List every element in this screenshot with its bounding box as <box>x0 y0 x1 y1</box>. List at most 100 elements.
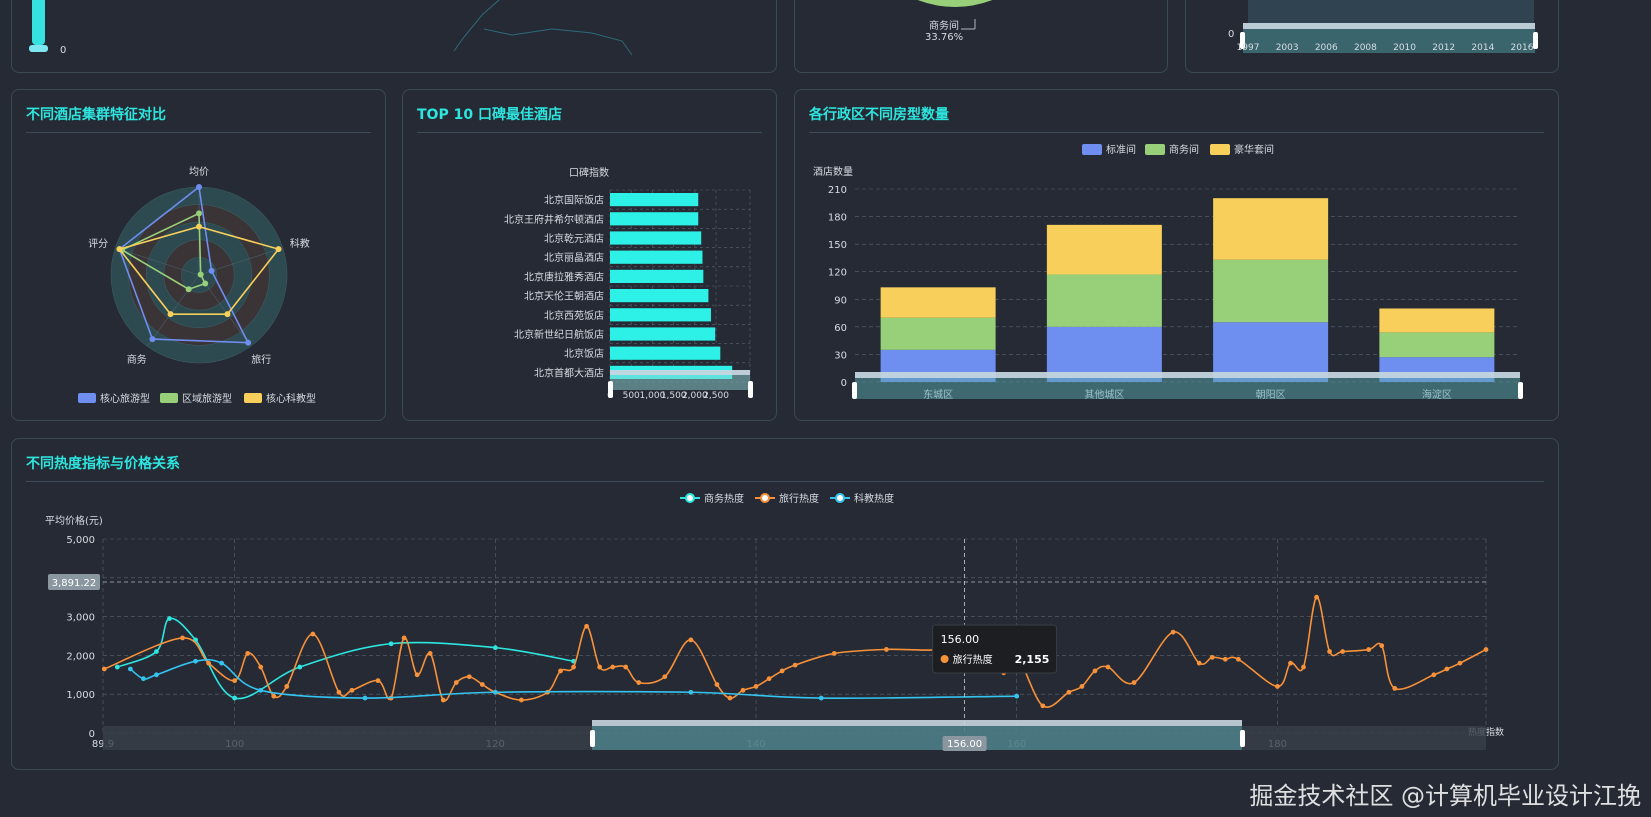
top-map-panel: 0 <box>11 0 777 73</box>
legend-label[interactable]: 科教热度 <box>854 492 894 505</box>
data-point <box>753 684 759 689</box>
top-pie-panel: 商务间 33.76% <box>794 0 1168 73</box>
radar-indicator-label: 商务 <box>127 353 147 366</box>
datazoom-handle-right[interactable] <box>1518 382 1523 399</box>
map-outline <box>453 0 633 56</box>
bar[interactable] <box>610 327 716 341</box>
visual-map-bar[interactable] <box>32 0 45 45</box>
data-point <box>1379 643 1385 649</box>
datazoom-handle-left[interactable] <box>852 382 857 399</box>
datazoom-track[interactable] <box>592 720 1242 726</box>
data-point <box>1340 649 1346 654</box>
stacked-bar-segment[interactable] <box>880 317 996 350</box>
timeline-year-label: 2006 <box>1315 43 1338 53</box>
line-chart: 商务热度旅行热度科教热度平均价格(元)01,0002,0003,0004,000… <box>45 492 1504 751</box>
data-point <box>1288 660 1293 666</box>
data-point <box>688 689 694 695</box>
x-tick-label: 500 <box>623 391 640 401</box>
y-axis-name: 酒店数量 <box>813 165 853 178</box>
radar-point <box>275 246 282 253</box>
bar[interactable] <box>610 231 702 245</box>
timeline-handle-right[interactable] <box>1533 32 1538 49</box>
y-tick-label: 210 <box>828 185 847 196</box>
radar-indicator-label: 科教 <box>290 237 310 250</box>
timeline-y0: 0 <box>1228 29 1234 40</box>
data-point <box>727 695 733 701</box>
data-point <box>1483 647 1489 652</box>
bar[interactable] <box>610 289 709 303</box>
axis-name: 口碑指数 <box>569 166 609 179</box>
data-point <box>1392 685 1398 691</box>
datazoom-handle-right[interactable] <box>748 381 753 398</box>
stacked-bar-segment[interactable] <box>1046 224 1162 275</box>
legend-swatch[interactable] <box>1082 144 1102 155</box>
tooltip-series: 旅行热度 <box>953 653 993 666</box>
data-point <box>206 660 211 666</box>
stacked-bar-segment[interactable] <box>1213 198 1329 260</box>
data-point <box>219 660 225 666</box>
legend-label[interactable]: 核心旅游型 <box>100 392 150 405</box>
legend-label[interactable]: 核心科教型 <box>266 392 316 405</box>
line-title: 不同热度指标与价格关系 <box>26 456 180 472</box>
data-point <box>1431 672 1437 678</box>
stacked-bar-segment[interactable] <box>880 287 996 318</box>
datazoom-handle-left[interactable] <box>608 381 613 398</box>
bar[interactable] <box>610 250 703 264</box>
visual-map-handle[interactable] <box>29 45 48 52</box>
legend-swatch[interactable] <box>78 393 96 403</box>
top10-title: TOP 10 口碑最佳酒店 <box>417 107 562 123</box>
legend-marker[interactable] <box>685 493 695 503</box>
datazoom-handle-left[interactable] <box>590 730 595 747</box>
district-chart: 标准间商务间豪华套间酒店数量0306090120150180210东城区其他城区… <box>813 143 1523 401</box>
bar[interactable] <box>610 308 711 322</box>
category-label: 北京首都大酒店 <box>534 366 604 379</box>
y-tick-label: 150 <box>828 240 847 251</box>
y-tick-label: 0 <box>841 378 847 389</box>
legend-label[interactable]: 商务间 <box>1169 143 1199 156</box>
stacked-bar-segment[interactable] <box>1379 332 1495 358</box>
y-tick-label: 30 <box>834 350 847 361</box>
legend-swatch[interactable] <box>1145 144 1165 155</box>
bar[interactable] <box>610 346 721 360</box>
bar[interactable] <box>610 269 704 283</box>
stacked-bar-segment[interactable] <box>1046 274 1162 327</box>
legend-label[interactable]: 商务热度 <box>704 492 744 505</box>
timeline-year-label: 2010 <box>1393 43 1416 53</box>
datazoom-slider[interactable] <box>592 726 1242 750</box>
legend-marker[interactable] <box>835 493 845 503</box>
legend-label[interactable]: 旅行热度 <box>779 492 819 505</box>
x-tick-label: 1,000 <box>640 391 666 401</box>
x-tick-label: 1,500 <box>661 391 687 401</box>
legend-swatch[interactable] <box>160 393 178 403</box>
category-label: 北京新世纪日航饭店 <box>514 328 604 341</box>
legend-label[interactable]: 标准间 <box>1106 143 1136 156</box>
data-point <box>232 695 238 701</box>
pie-area: 商务间 33.76% <box>917 0 993 43</box>
legend-label[interactable]: 区域旅游型 <box>182 392 232 405</box>
tooltip-title: 156.00 <box>941 633 980 646</box>
bar[interactable] <box>610 193 699 207</box>
radar-point <box>196 223 202 230</box>
pie-label: 商务间 <box>929 19 959 32</box>
radar-point <box>197 271 204 278</box>
data-point <box>1040 703 1046 709</box>
data-point <box>414 672 420 678</box>
data-point <box>714 682 720 687</box>
legend-label[interactable]: 豪华套间 <box>1234 143 1274 156</box>
y-tick-label: 1,000 <box>66 690 95 701</box>
datazoom-handle-right[interactable] <box>1240 730 1245 747</box>
bar[interactable] <box>610 212 699 226</box>
markline-label-bg <box>48 574 100 591</box>
datazoom-track[interactable] <box>610 370 750 375</box>
radar-indicator-label: 旅行 <box>251 353 271 366</box>
stacked-bar-segment[interactable] <box>1213 259 1329 323</box>
legend-marker[interactable] <box>760 493 770 503</box>
data-point <box>492 689 498 695</box>
legend-swatch[interactable] <box>244 393 262 403</box>
legend-swatch[interactable] <box>1210 144 1230 155</box>
data-point <box>297 664 303 670</box>
radar-indicator-label: 评分 <box>88 238 108 250</box>
timeline-handle-left[interactable] <box>1240 32 1245 49</box>
stacked-bar-segment[interactable] <box>1379 308 1495 333</box>
datazoom-track[interactable] <box>855 372 1520 378</box>
